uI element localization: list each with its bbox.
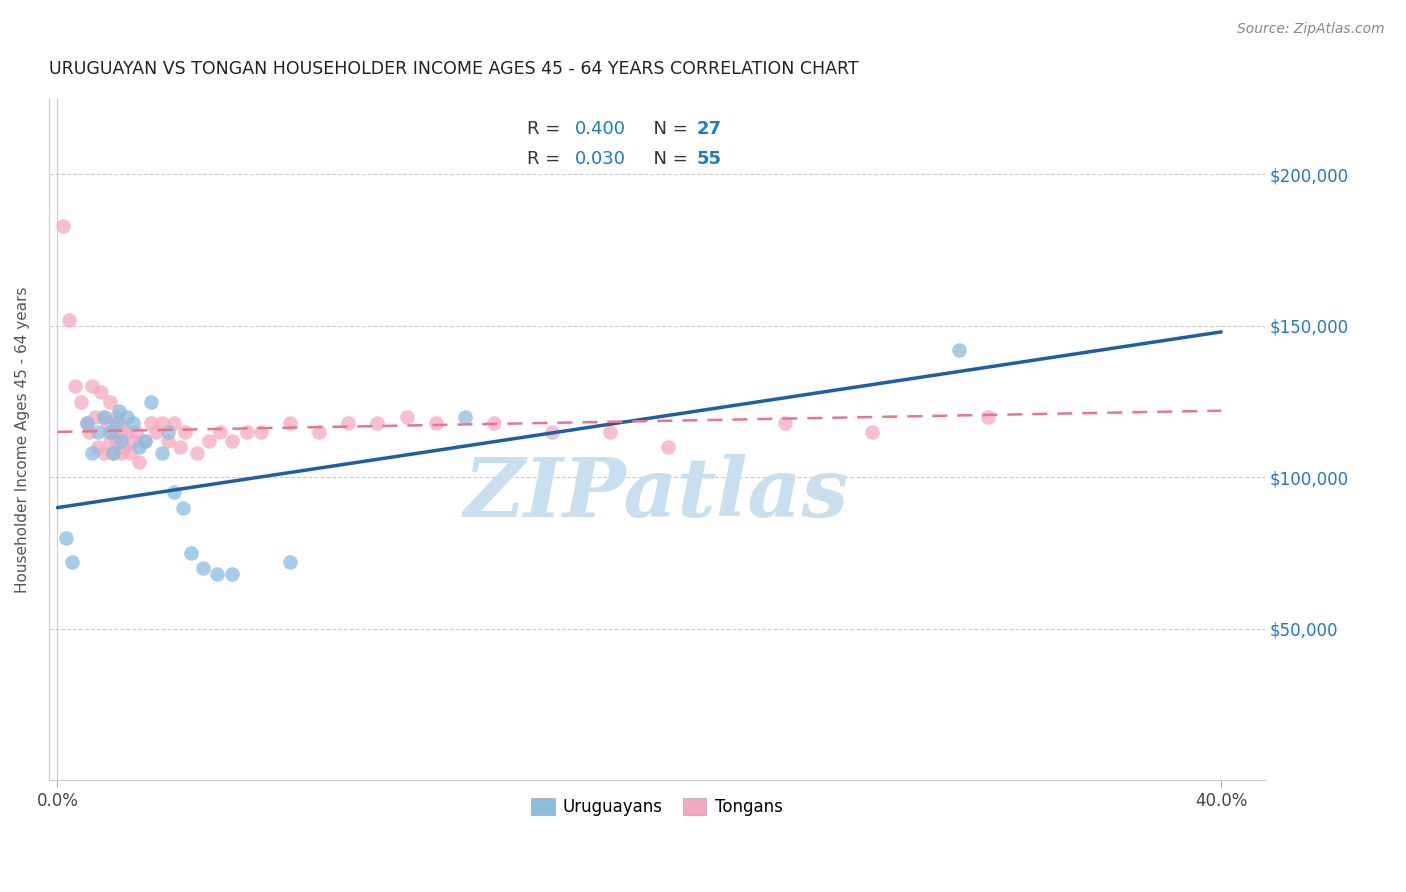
Point bbox=[150, 416, 173, 430]
Point bbox=[101, 446, 124, 460]
Text: N =: N = bbox=[643, 150, 693, 168]
Point bbox=[134, 434, 156, 448]
Point bbox=[93, 409, 115, 424]
Point bbox=[150, 446, 173, 460]
Point bbox=[599, 425, 621, 439]
Point bbox=[186, 446, 208, 460]
Point bbox=[337, 416, 360, 430]
Point bbox=[308, 425, 330, 439]
Text: Source: ZipAtlas.com: Source: ZipAtlas.com bbox=[1237, 22, 1385, 37]
Point bbox=[60, 555, 83, 569]
Point bbox=[174, 425, 197, 439]
Point bbox=[104, 409, 127, 424]
Point bbox=[366, 416, 388, 430]
Y-axis label: Householder Income Ages 45 - 64 years: Householder Income Ages 45 - 64 years bbox=[15, 286, 30, 592]
Point bbox=[120, 446, 142, 460]
Point bbox=[98, 394, 121, 409]
Point bbox=[63, 379, 86, 393]
Point bbox=[125, 425, 148, 439]
Point bbox=[163, 485, 186, 500]
Point bbox=[207, 567, 229, 582]
Point bbox=[52, 219, 75, 233]
Point bbox=[948, 343, 970, 357]
Point bbox=[122, 416, 145, 430]
Text: R =: R = bbox=[527, 150, 565, 168]
Point bbox=[58, 312, 80, 326]
Text: 55: 55 bbox=[697, 150, 721, 168]
Text: 27: 27 bbox=[697, 120, 721, 137]
Point bbox=[169, 440, 191, 454]
Point bbox=[87, 440, 110, 454]
Point bbox=[104, 416, 127, 430]
Point bbox=[107, 403, 129, 417]
Point bbox=[87, 425, 110, 439]
Point bbox=[107, 416, 129, 430]
Point bbox=[128, 440, 150, 454]
Point bbox=[110, 446, 132, 460]
Point bbox=[482, 416, 505, 430]
Point bbox=[110, 434, 132, 448]
Point bbox=[157, 425, 180, 439]
Point bbox=[55, 531, 77, 545]
Point bbox=[657, 440, 679, 454]
Point bbox=[221, 434, 243, 448]
Text: N =: N = bbox=[643, 120, 693, 137]
Legend: Uruguayans, Tongans: Uruguayans, Tongans bbox=[524, 791, 789, 823]
Point bbox=[76, 416, 98, 430]
Point bbox=[278, 555, 301, 569]
Point bbox=[250, 425, 273, 439]
Point bbox=[425, 416, 447, 430]
Point bbox=[197, 434, 219, 448]
Text: URUGUAYAN VS TONGAN HOUSEHOLDER INCOME AGES 45 - 64 YEARS CORRELATION CHART: URUGUAYAN VS TONGAN HOUSEHOLDER INCOME A… bbox=[49, 60, 859, 78]
Point bbox=[98, 425, 121, 439]
Point bbox=[145, 425, 167, 439]
Point bbox=[82, 379, 104, 393]
Point bbox=[172, 500, 194, 515]
Point bbox=[112, 440, 135, 454]
Point bbox=[122, 434, 145, 448]
Point bbox=[235, 425, 257, 439]
Point bbox=[395, 409, 418, 424]
Point bbox=[101, 446, 124, 460]
Point bbox=[93, 409, 115, 424]
Point bbox=[128, 455, 150, 469]
Point bbox=[860, 425, 883, 439]
Text: 0.400: 0.400 bbox=[575, 120, 626, 137]
Point bbox=[110, 425, 132, 439]
Point bbox=[209, 425, 232, 439]
Point bbox=[117, 425, 139, 439]
Point bbox=[82, 446, 104, 460]
Point bbox=[76, 416, 98, 430]
Point bbox=[278, 416, 301, 430]
Point bbox=[163, 416, 186, 430]
Point bbox=[139, 416, 162, 430]
Point bbox=[69, 394, 91, 409]
Point bbox=[191, 561, 214, 575]
Point bbox=[93, 446, 115, 460]
Point bbox=[134, 434, 156, 448]
Text: 0.030: 0.030 bbox=[575, 150, 626, 168]
Point bbox=[90, 385, 112, 400]
Point bbox=[139, 394, 162, 409]
Point bbox=[98, 434, 121, 448]
Point bbox=[79, 425, 101, 439]
Point bbox=[773, 416, 796, 430]
Point bbox=[84, 409, 107, 424]
Point bbox=[96, 416, 118, 430]
Point bbox=[454, 409, 477, 424]
Point bbox=[977, 409, 1000, 424]
Point bbox=[117, 409, 139, 424]
Point bbox=[157, 434, 180, 448]
Point bbox=[104, 434, 127, 448]
Point bbox=[541, 425, 564, 439]
Text: ZIPatlas: ZIPatlas bbox=[464, 454, 849, 534]
Point bbox=[101, 425, 124, 439]
Text: R =: R = bbox=[527, 120, 565, 137]
Point bbox=[221, 567, 243, 582]
Point bbox=[180, 546, 202, 560]
